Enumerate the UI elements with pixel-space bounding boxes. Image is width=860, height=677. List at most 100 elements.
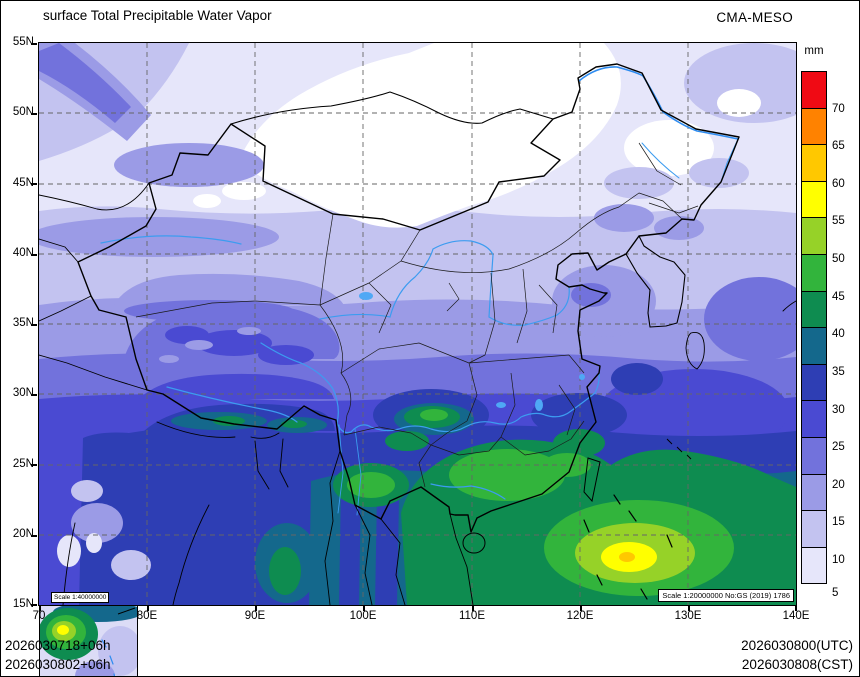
x-axis-label: 100E [349, 610, 377, 622]
map-scale-note: Scale 1:20000000 No:GS (2019) 1786 [658, 589, 794, 602]
poyang-lake [535, 399, 543, 411]
colorbar-segment [801, 253, 827, 292]
y-axis-tick [31, 183, 37, 185]
colorbar-segment [801, 290, 827, 329]
x-axis-tick [363, 605, 365, 611]
colorbar-tick-label: 25 [832, 441, 845, 453]
x-axis-tick [795, 605, 797, 611]
x-axis-label: 110E [458, 610, 485, 622]
colorbar-tick-label: 45 [832, 291, 845, 303]
inset-islands [90, 666, 92, 668]
colorbar-segment [801, 473, 827, 512]
hainan-island [462, 532, 486, 554]
colorbar-tick-label: 65 [832, 140, 845, 152]
japan-coastlines [685, 300, 796, 370]
map-canvas [39, 43, 796, 605]
colorbar-segment [801, 546, 827, 585]
x-axis-tick [147, 605, 149, 611]
y-axis-tick [31, 254, 37, 256]
colorbar-tick-label: 35 [832, 366, 845, 378]
colorbar-segment [801, 400, 827, 438]
colorbar-segment [801, 217, 827, 255]
colorbar-unit-label: mm [804, 45, 824, 57]
x-axis-label: 140E [782, 610, 810, 622]
y-axis-label: 45N [12, 177, 34, 189]
taiwan-island [583, 457, 601, 503]
colorbar-segment [801, 107, 827, 146]
footer-init-time-utc: 2026030718+06h [5, 638, 111, 653]
china-border [77, 63, 740, 533]
y-axis-tick [31, 113, 37, 115]
tarim-river [100, 235, 242, 245]
y-axis-tick [31, 324, 37, 326]
x-axis-label: 120E [566, 610, 594, 622]
x-axis-tick [688, 605, 690, 611]
x-axis-tick [580, 605, 582, 611]
colorbar-tick-label: 20 [832, 479, 845, 491]
colorbar-tick-label: 30 [832, 404, 845, 416]
colorbar-segment [801, 510, 827, 548]
indochina-borders [324, 450, 474, 605]
footer-valid-time-cst: 2026030808(CST) [741, 657, 853, 672]
mongolia-russia-border [230, 91, 554, 125]
y-axis-label: 50N [12, 106, 34, 118]
inset-nine-dash-line [101, 639, 116, 676]
brahmaputra-river [166, 386, 298, 423]
colorbar-tick-label: 70 [832, 103, 845, 115]
yangtze-river [260, 342, 600, 434]
amur-river [578, 66, 739, 140]
y-axis-tick [31, 394, 37, 396]
colorbar-tick-label: 15 [832, 516, 845, 528]
latlon-gridlines [39, 43, 796, 605]
y-axis-label: 55N [12, 36, 34, 48]
colorbar-tick-label: 50 [832, 253, 845, 265]
yellow-river [319, 240, 570, 326]
y-axis-label: 35N [12, 317, 34, 329]
x-axis-label: 130E [674, 610, 702, 622]
x-axis-label: 80E [136, 610, 158, 622]
y-axis-tick [31, 43, 37, 45]
korea-outline [625, 235, 686, 328]
colorbar-tick-label: 60 [832, 178, 845, 190]
x-axis-label: 70 [32, 610, 46, 622]
x-axis-tick [472, 605, 474, 611]
y-axis-label: 25N [12, 458, 34, 470]
taihu-lake [579, 374, 585, 380]
page-title: surface Total Precipitable Water Vapor [43, 8, 272, 23]
qinghai-lake [359, 292, 373, 300]
colorbar-tick-label: 5 [832, 587, 839, 599]
y-axis-label: 30N [12, 387, 34, 399]
colorbar-tick-label: 55 [832, 215, 845, 227]
colorbar-segment [801, 144, 827, 182]
colorbar-segment [801, 180, 827, 219]
inset-map-canvas [40, 606, 137, 676]
colorbar [801, 71, 827, 585]
south-asia-borders [156, 421, 289, 490]
x-axis-tick [39, 605, 41, 611]
x-axis-tick [255, 605, 257, 611]
map-plot-area: Scale 1:40000000 Scale 1:20000000 No:GS … [38, 42, 797, 676]
y-axis-label: 40N [12, 247, 34, 259]
footer-init-time-cst: 2026030802+06h [5, 657, 111, 672]
y-axis-tick [31, 604, 37, 606]
y-axis-label: 20N [12, 528, 34, 540]
colorbar-tick-label: 10 [832, 554, 845, 566]
colorbar-tick-label: 40 [832, 328, 845, 340]
y-axis-label: 15N [12, 598, 34, 610]
dongting-lake [496, 402, 506, 408]
inset-map-south-china-sea: Scale 1:40000000 [39, 592, 138, 676]
pearl-river [430, 483, 506, 500]
colorbar-segment [801, 363, 827, 402]
colorbar-segment [801, 71, 827, 109]
rivers [100, 66, 739, 516]
ryukyu-islands [666, 438, 692, 460]
province-borders [135, 142, 699, 488]
footer-valid-time-utc: 2026030800(UTC) [741, 638, 853, 653]
colorbar-segment [801, 327, 827, 365]
model-name: CMA-MESO [716, 10, 793, 25]
colorbar-segment [801, 436, 827, 475]
nine-dash-line [583, 494, 673, 600]
precipitable-water-shading [39, 43, 796, 605]
x-axis-label: 90E [244, 610, 266, 622]
